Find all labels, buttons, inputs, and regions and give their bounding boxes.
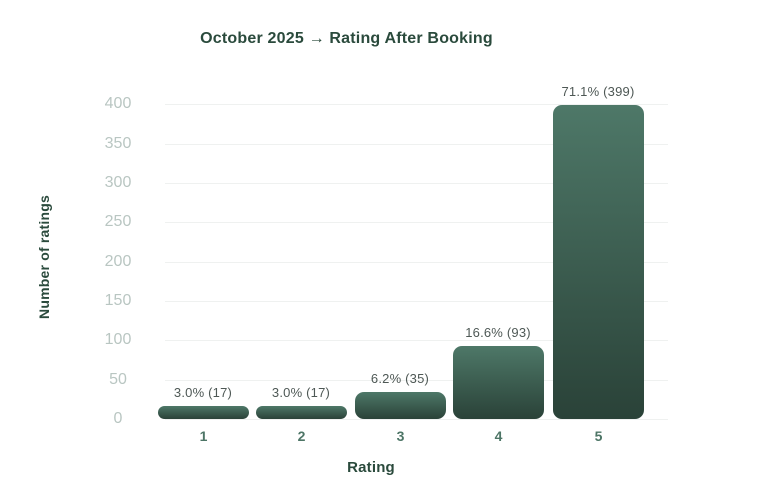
gridline — [165, 419, 668, 421]
x-axis-tick-label: 1 — [199, 428, 208, 444]
bar-value-label: 71.1% (399) — [561, 84, 635, 99]
x-axis-title: Rating — [347, 459, 395, 476]
y-axis-tick-label: 400 — [104, 95, 132, 113]
x-axis-tick-label: 3 — [396, 428, 405, 444]
bar-value-label: 3.0% (17) — [173, 384, 233, 400]
bar-rating-2 — [256, 405, 347, 420]
gridline — [165, 379, 668, 381]
bar-value-label: 16.6% (93) — [465, 325, 531, 340]
y-axis-tick-label: 200 — [104, 252, 132, 270]
bar-value-label: 6.2% (35) — [370, 370, 430, 386]
gridline — [165, 182, 668, 184]
y-axis-title: Number of ratings — [36, 195, 52, 319]
bar-rating-4 — [453, 346, 544, 420]
y-axis-tick-label: 0 — [113, 410, 123, 428]
y-axis-tick-label: 100 — [104, 331, 132, 349]
x-axis-tick-label: 5 — [594, 428, 603, 444]
bar-rating-3 — [355, 391, 446, 420]
y-axis-tick-label: 350 — [104, 134, 132, 152]
x-axis-tick-label: 2 — [297, 428, 306, 444]
gridline — [165, 301, 668, 303]
y-axis-tick-label: 50 — [109, 370, 127, 388]
gridline — [165, 143, 668, 145]
bar-rating-1 — [158, 405, 249, 420]
gridline — [165, 222, 668, 224]
gridline — [165, 340, 668, 342]
gridline — [165, 261, 668, 263]
gridline — [165, 104, 668, 106]
y-axis-tick-label: 250 — [104, 213, 132, 231]
x-axis-tick-label: 4 — [494, 428, 503, 444]
bar-value-label: 3.0% (17) — [271, 384, 331, 400]
y-axis-tick-label: 300 — [104, 173, 132, 191]
y-axis-tick-label: 150 — [104, 292, 132, 310]
bar-rating-5 — [553, 105, 644, 420]
chart-title: October 2025 → Rating After Booking — [200, 30, 493, 47]
